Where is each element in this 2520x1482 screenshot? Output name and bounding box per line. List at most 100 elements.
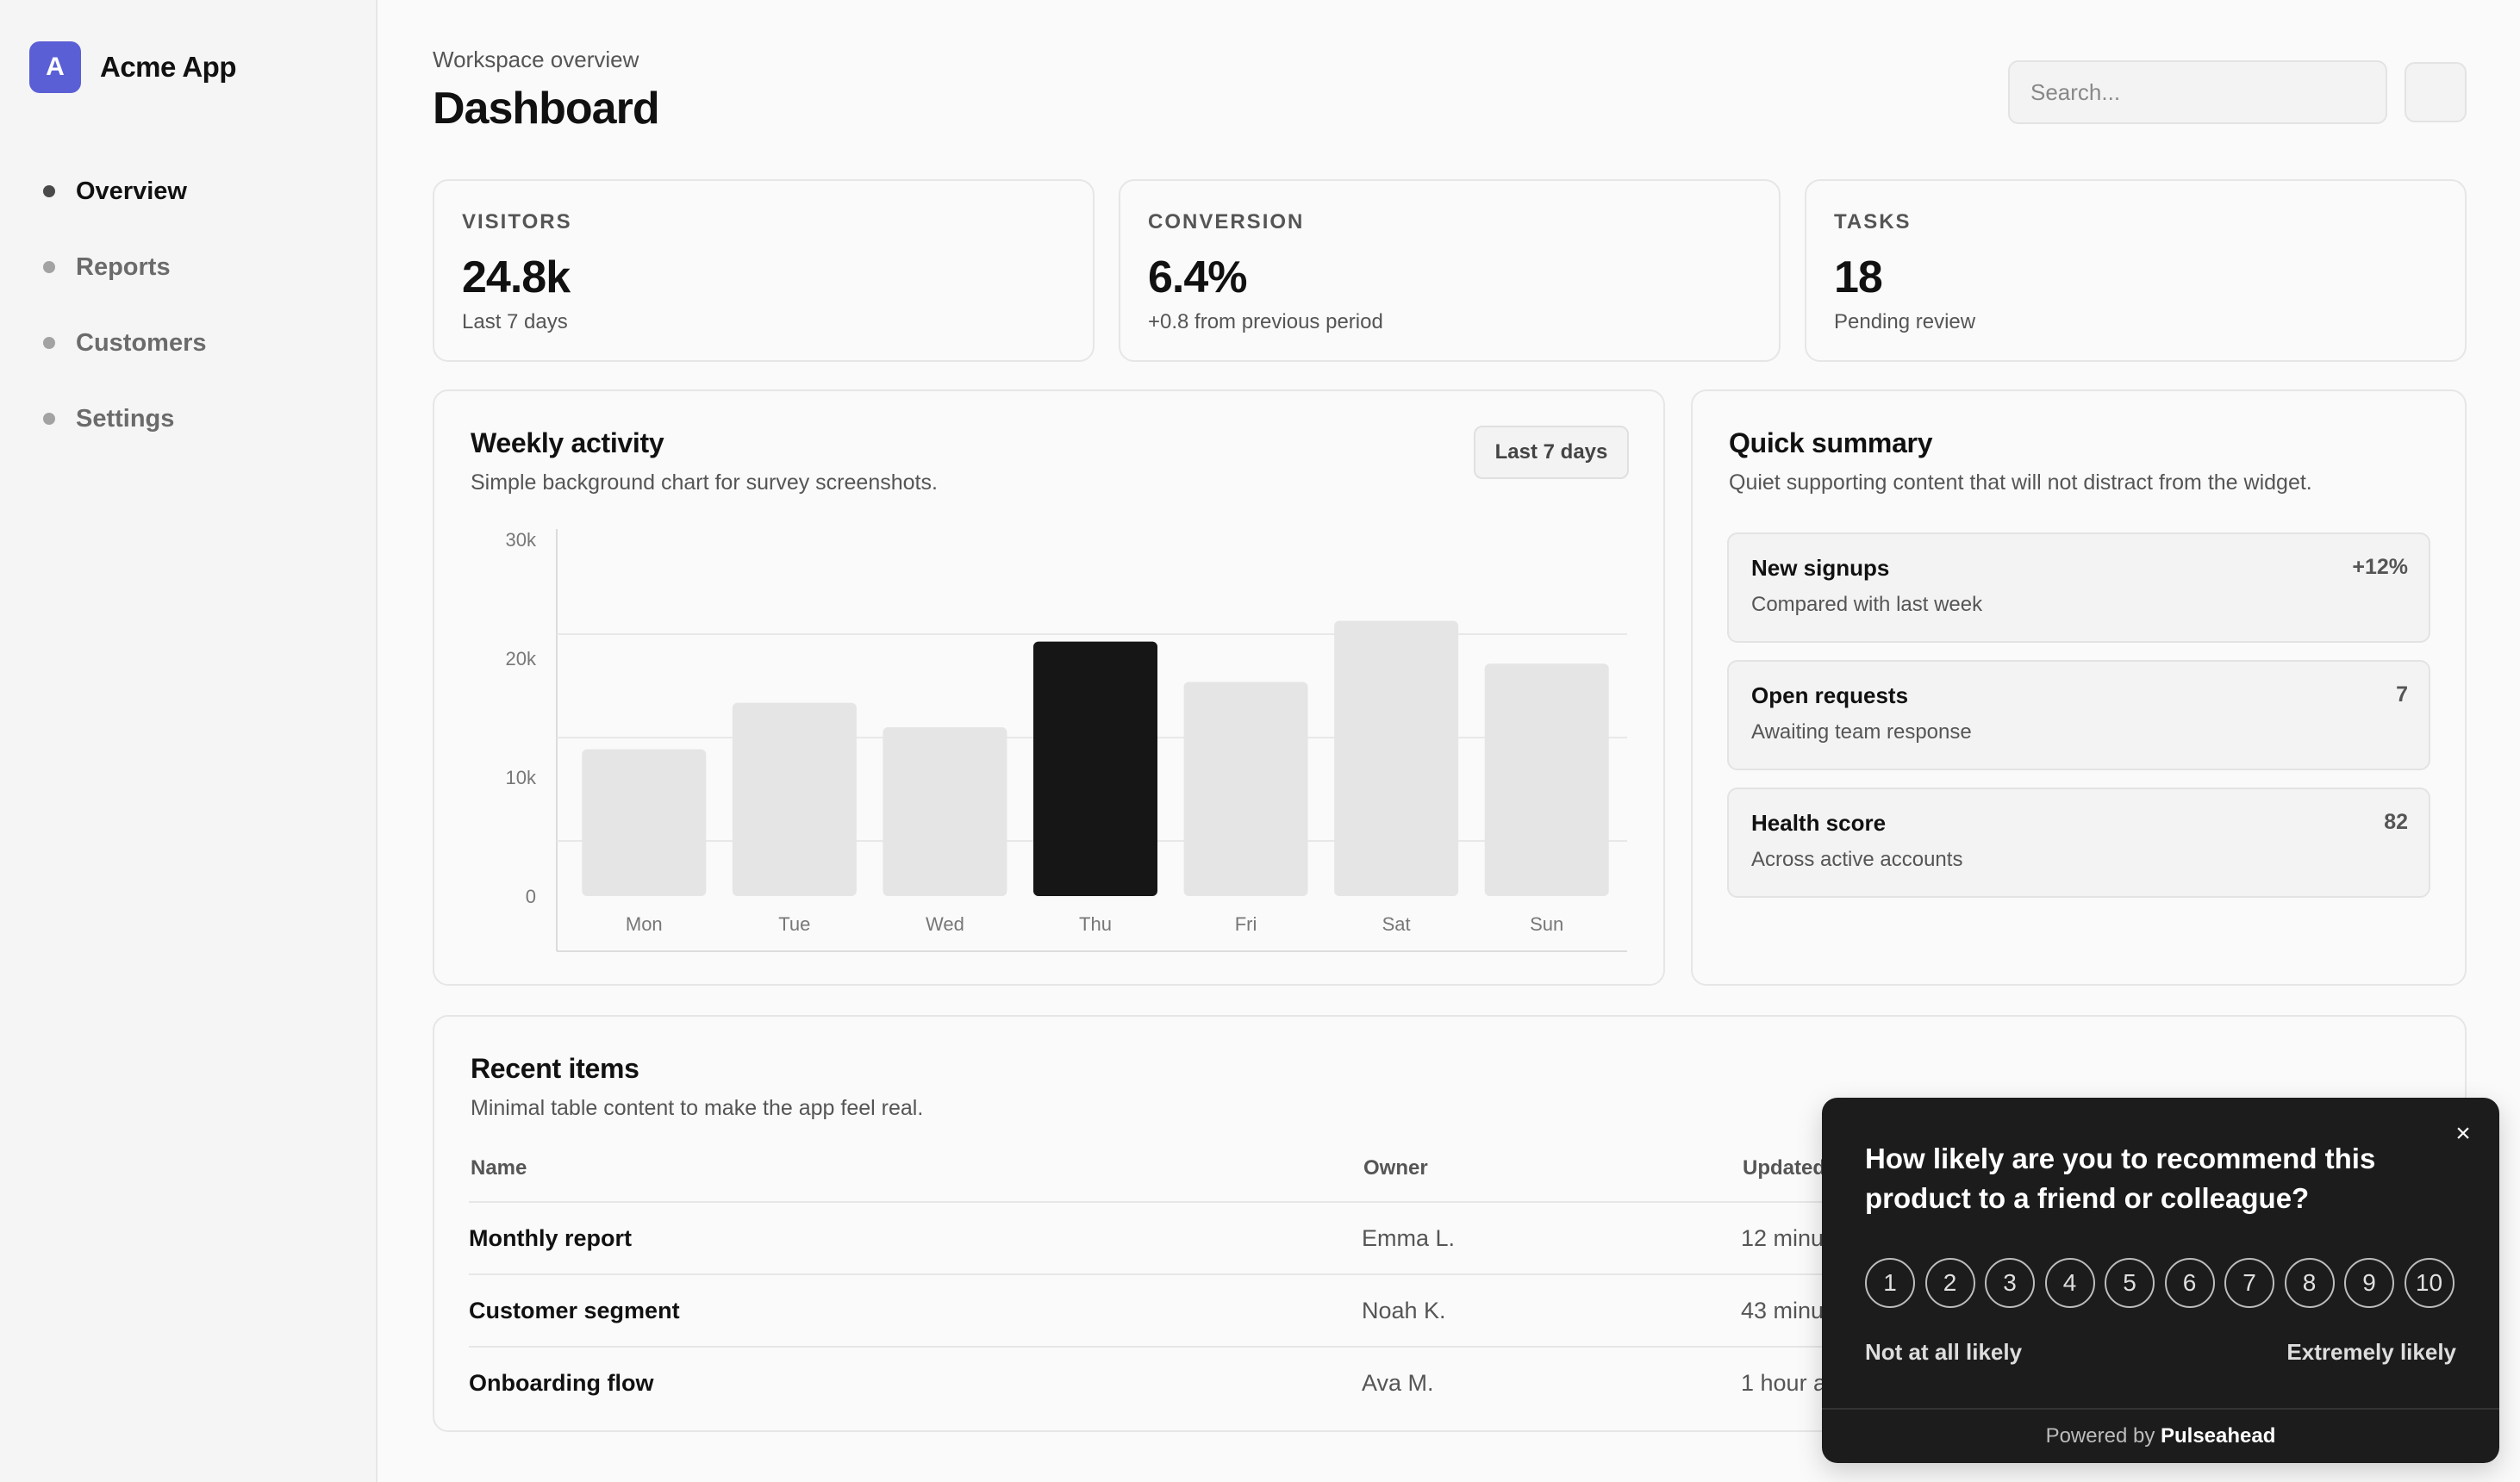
summary-item-value: +12% (2352, 555, 2408, 579)
bullet-icon (43, 261, 55, 273)
y-tick-label: 20k (506, 648, 537, 669)
column-header-updated[interactable]: Updated (1743, 1156, 1825, 1180)
stat-caption: +0.8 from previous period (1148, 310, 1383, 333)
nps-footer-brand[interactable]: Pulseahead (2161, 1424, 2276, 1448)
nps-footer: Powered by Pulseahead (1822, 1408, 2499, 1463)
close-icon[interactable]: × (2455, 1119, 2471, 1148)
column-header-name[interactable]: Name (471, 1156, 527, 1180)
table-divider (469, 1201, 2465, 1203)
bar-fri (1183, 682, 1308, 896)
stat-caption: Last 7 days (462, 310, 568, 333)
nps-survey-widget: × How likely are you to recommend this p… (1822, 1098, 2499, 1463)
stat-caption: Pending review (1834, 310, 1976, 333)
bar-tue (732, 702, 857, 896)
x-tick-label: Tue (778, 913, 810, 935)
header-action-button[interactable] (2405, 62, 2467, 122)
x-tick-label: Sat (1382, 913, 1411, 935)
summary-item-desc: Awaiting team response (1751, 720, 1972, 744)
stat-label: TASKS (1834, 210, 1912, 234)
nps-option-1[interactable]: 1 (1865, 1258, 1915, 1308)
y-tick-label: 30k (506, 529, 537, 551)
x-tick-label: Wed (926, 913, 964, 935)
sidebar-nav: Overview Reports Customers Settings (43, 153, 207, 457)
sidebar: A Acme App Overview Reports Customers Se… (0, 0, 377, 1482)
x-tick-label: Mon (626, 913, 663, 935)
stat-label: CONVERSION (1148, 210, 1305, 234)
card-title: Recent items (471, 1053, 639, 1084)
bar-sun (1484, 663, 1609, 896)
brand[interactable]: A Acme App (29, 41, 236, 93)
summary-item-title: Open requests (1751, 682, 1909, 708)
y-tick-label: 10k (506, 767, 537, 788)
card-title: Weekly activity (471, 427, 664, 458)
nps-question: How likely are you to recommend this pro… (1865, 1143, 2376, 1214)
bar-wed (883, 727, 1007, 896)
summary-item-desc: Compared with last week (1751, 593, 1983, 616)
sidebar-item-settings[interactable]: Settings (43, 381, 207, 457)
nps-option-8[interactable]: 8 (2284, 1258, 2335, 1308)
stat-value: 24.8k (462, 252, 571, 302)
nps-high-label: Extremely likely (2286, 1339, 2456, 1365)
nps-option-5[interactable]: 5 (2105, 1258, 2155, 1308)
quick-summary-card: Quick summary Quiet supporting content t… (1691, 389, 2467, 986)
stat-card-tasks: TASKS 18 Pending review (1805, 179, 2467, 362)
summary-item-value: 82 (2384, 810, 2408, 834)
summary-item-new-signups: New signups Compared with last week +12% (1727, 532, 2430, 643)
table-divider (469, 1273, 2465, 1275)
nps-option-10[interactable]: 10 (2404, 1258, 2455, 1308)
table-cell-owner: Emma L. (1362, 1225, 1456, 1251)
nps-option-3[interactable]: 3 (1985, 1258, 2035, 1308)
brand-name: Acme App (100, 51, 236, 83)
nps-option-7[interactable]: 7 (2224, 1258, 2274, 1308)
sidebar-item-reports[interactable]: Reports (43, 229, 207, 305)
x-tick-label: Fri (1235, 913, 1257, 935)
stat-value: 18 (1834, 252, 1883, 302)
summary-item-value: 7 (2396, 682, 2408, 707)
table-cell-owner: Noah K. (1362, 1298, 1446, 1323)
table-cell-name: Monthly report (469, 1225, 632, 1251)
bullet-icon (43, 337, 55, 349)
bar-mon (582, 749, 707, 896)
summary-item-title: Health score (1751, 810, 1887, 836)
y-tick-label: 0 (526, 886, 536, 907)
card-subtitle: Minimal table content to make the app fe… (471, 1096, 924, 1120)
nps-low-label: Not at all likely (1865, 1339, 2023, 1365)
nps-footer-prefix: Powered by (2045, 1424, 2155, 1448)
sidebar-item-customers[interactable]: Customers (43, 305, 207, 381)
stat-card-visitors: VISITORS 24.8k Last 7 days (433, 179, 1095, 362)
nps-option-4[interactable]: 4 (2044, 1258, 2095, 1308)
nps-option-6[interactable]: 6 (2164, 1258, 2215, 1308)
sidebar-item-label: Reports (76, 252, 171, 281)
sidebar-item-overview[interactable]: Overview (43, 153, 207, 229)
bullet-icon (43, 185, 55, 197)
summary-item-health-score: Health score Across active accounts 82 (1727, 788, 2430, 898)
stat-label: VISITORS (462, 210, 572, 234)
search-input[interactable] (2008, 60, 2387, 124)
brand-logo: A (29, 41, 81, 93)
sidebar-item-label: Customers (76, 328, 207, 357)
card-title: Quick summary (1729, 427, 1933, 458)
bar-sat (1334, 620, 1459, 896)
table-cell-owner: Ava M. (1362, 1370, 1434, 1396)
date-range-button[interactable]: Last 7 days (1474, 426, 1629, 479)
card-subtitle: Simple background chart for survey scree… (471, 470, 938, 495)
nps-option-2[interactable]: 2 (1924, 1258, 1975, 1308)
summary-item-title: New signups (1751, 555, 1890, 581)
page-eyebrow: Workspace overview (433, 47, 639, 72)
sidebar-item-label: Overview (76, 177, 187, 205)
page-title: Dashboard (433, 84, 660, 134)
summary-item-desc: Across active accounts (1751, 848, 1963, 871)
weekly-activity-card: Weekly activity Simple background chart … (433, 389, 1665, 986)
stat-value: 6.4% (1148, 252, 1248, 302)
table-divider (469, 1346, 2465, 1348)
column-header-owner[interactable]: Owner (1363, 1156, 1428, 1180)
table-cell-name: Customer segment (469, 1298, 680, 1323)
summary-item-open-requests: Open requests Awaiting team response 7 (1727, 660, 2430, 770)
table-cell-name: Onboarding flow (469, 1370, 654, 1396)
card-subtitle: Quiet supporting content that will not d… (1729, 470, 2312, 495)
x-tick-label: Thu (1079, 913, 1112, 935)
stat-card-conversion: CONVERSION 6.4% +0.8 from previous perio… (1119, 179, 1781, 362)
bar-thu (1033, 641, 1157, 896)
nps-option-9[interactable]: 9 (2344, 1258, 2394, 1308)
x-tick-label: Sun (1530, 913, 1563, 935)
